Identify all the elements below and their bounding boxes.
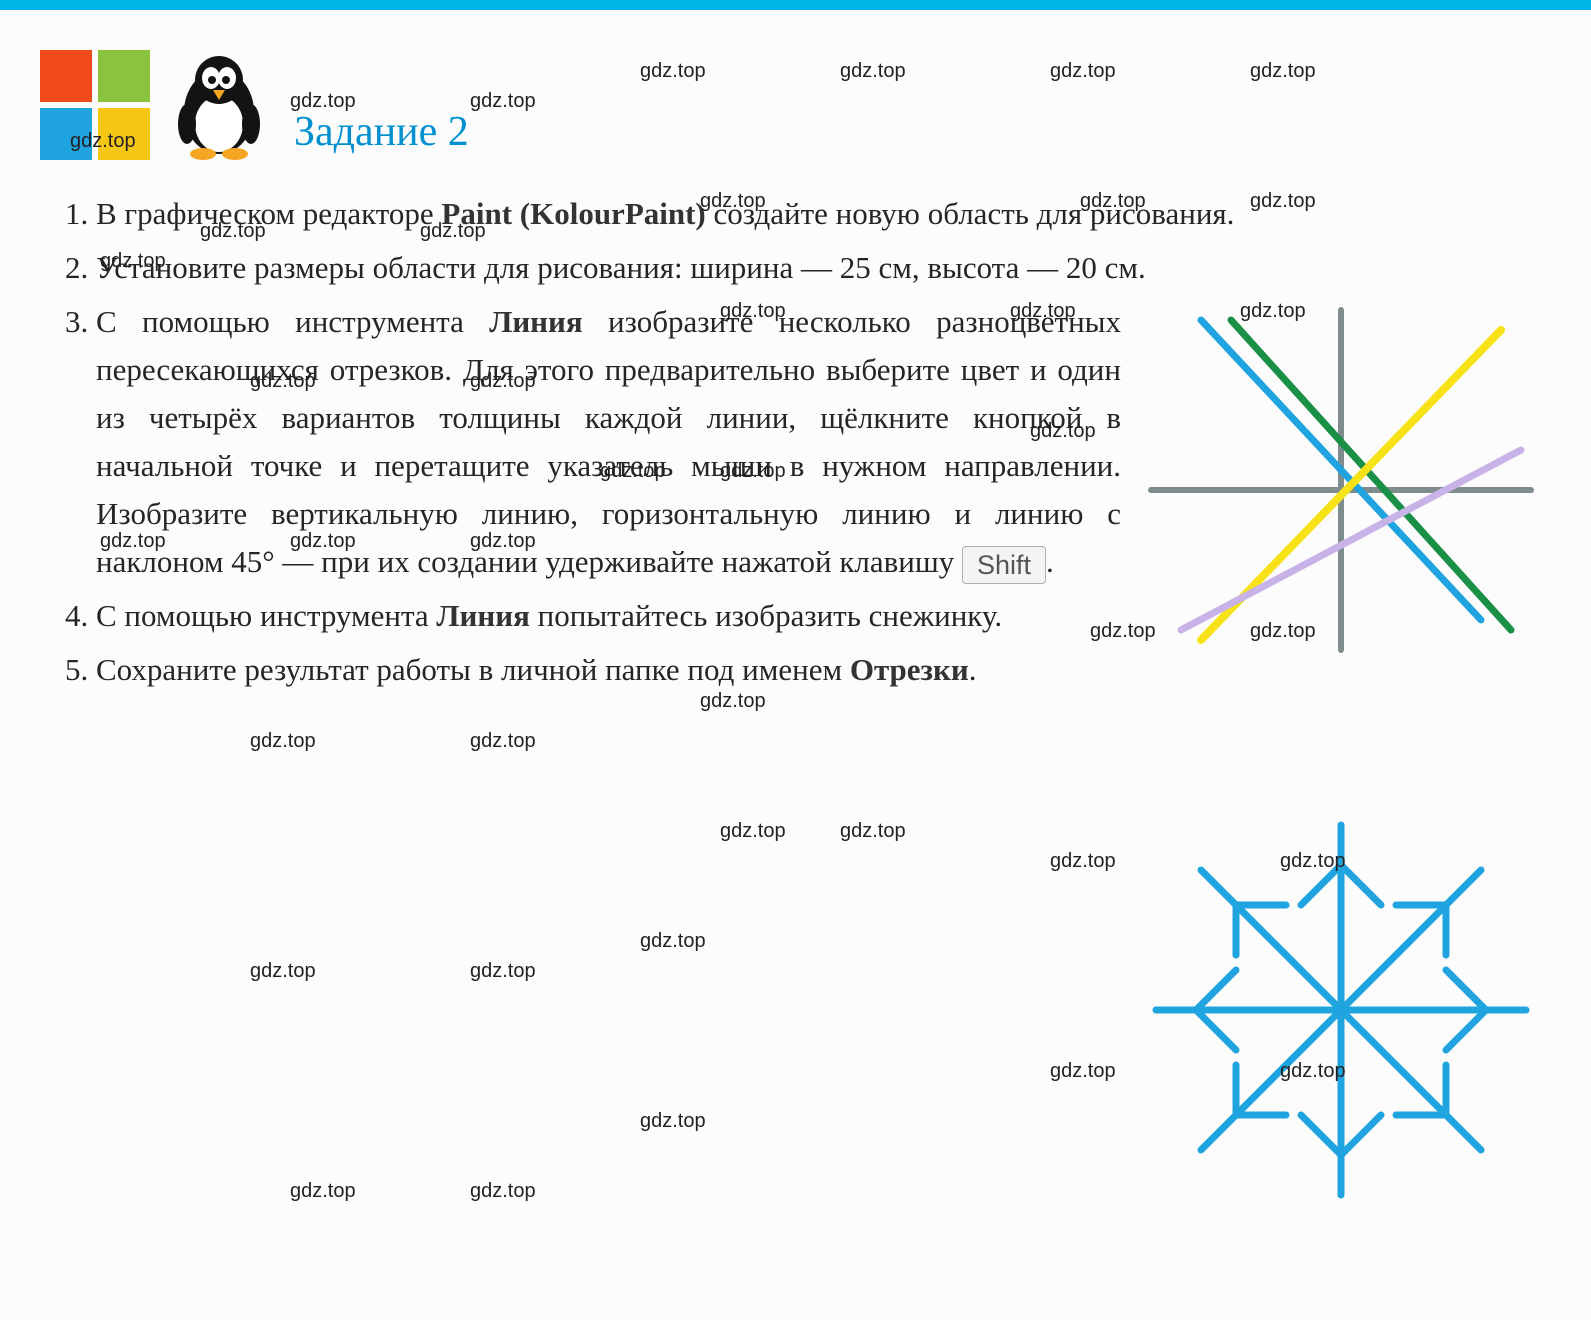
watermark: gdz.top — [290, 1180, 356, 1203]
text: попытайтесь изобразить снежинку. — [530, 598, 1002, 633]
logo-square-4 — [98, 108, 150, 160]
ms-style-logo — [40, 50, 150, 160]
bold-text: Отрезки — [850, 652, 969, 687]
text: В графическом редакторе — [96, 196, 441, 231]
watermark: gdz.top — [640, 930, 706, 953]
text: С помощью инструмента — [96, 304, 489, 339]
header-row: Задание 2 — [40, 40, 1551, 160]
watermark: gdz.top — [470, 960, 536, 983]
text: Установите размеры области для рисования… — [96, 250, 1146, 285]
task-item-1: В графическом редакторе Paint (KolourPai… — [96, 190, 1551, 238]
text: изобразите несколько разноцветных пересе… — [96, 304, 1121, 579]
figure-snowflake — [1141, 810, 1541, 1210]
task-title: Задание 2 — [294, 108, 469, 156]
page: Задание 2 В графическом редакторе Paint … — [0, 0, 1591, 1320]
text: С помощью инструмента — [96, 598, 436, 633]
text: создайте новую область для рисования. — [706, 196, 1235, 231]
text: . — [969, 652, 977, 687]
watermark: gdz.top — [250, 730, 316, 753]
shift-key: Shift — [962, 546, 1046, 584]
watermark: gdz.top — [1050, 1060, 1116, 1083]
task-item-2: Установите размеры области для рисования… — [96, 244, 1551, 292]
bold-text: Paint (KolourPaint) — [441, 196, 705, 231]
watermark: gdz.top — [470, 730, 536, 753]
content-area: В графическом редакторе Paint (KolourPai… — [40, 190, 1551, 694]
bold-text: Линия — [489, 304, 582, 339]
watermark: gdz.top — [640, 1110, 706, 1133]
text: Сохраните результат работы в личной папк… — [96, 652, 850, 687]
bold-text: Линия — [436, 598, 529, 633]
logo-square-2 — [98, 50, 150, 102]
watermark: gdz.top — [470, 1180, 536, 1203]
watermark: gdz.top — [720, 820, 786, 843]
watermark: gdz.top — [250, 960, 316, 983]
watermark: gdz.top — [1050, 850, 1116, 873]
top-accent-bar — [0, 0, 1591, 10]
text: . — [1046, 544, 1054, 579]
logo-square-1 — [40, 50, 92, 102]
figure-intersecting-lines — [1141, 300, 1541, 660]
penguin-icon — [164, 40, 274, 160]
logo-square-3 — [40, 108, 92, 160]
watermark: gdz.top — [840, 820, 906, 843]
